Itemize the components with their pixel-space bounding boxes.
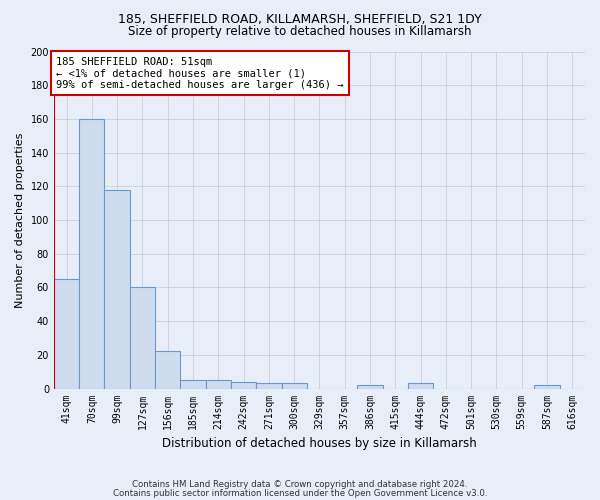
Bar xyxy=(358,385,383,388)
Bar xyxy=(256,384,281,388)
Y-axis label: Number of detached properties: Number of detached properties xyxy=(15,132,25,308)
Bar xyxy=(408,384,433,388)
Text: 185, SHEFFIELD ROAD, KILLAMARSH, SHEFFIELD, S21 1DY: 185, SHEFFIELD ROAD, KILLAMARSH, SHEFFIE… xyxy=(118,12,482,26)
Bar xyxy=(130,288,155,388)
Bar xyxy=(281,384,307,388)
Text: Size of property relative to detached houses in Killamarsh: Size of property relative to detached ho… xyxy=(128,25,472,38)
Bar xyxy=(231,382,256,388)
Bar xyxy=(535,385,560,388)
Text: 185 SHEFFIELD ROAD: 51sqm
← <1% of detached houses are smaller (1)
99% of semi-d: 185 SHEFFIELD ROAD: 51sqm ← <1% of detac… xyxy=(56,56,344,90)
Bar xyxy=(104,190,130,388)
Bar xyxy=(155,352,181,389)
Bar xyxy=(206,380,231,388)
Text: Contains HM Land Registry data © Crown copyright and database right 2024.: Contains HM Land Registry data © Crown c… xyxy=(132,480,468,489)
X-axis label: Distribution of detached houses by size in Killamarsh: Distribution of detached houses by size … xyxy=(162,437,477,450)
Bar xyxy=(181,380,206,388)
Bar xyxy=(54,279,79,388)
Bar xyxy=(79,119,104,388)
Text: Contains public sector information licensed under the Open Government Licence v3: Contains public sector information licen… xyxy=(113,490,487,498)
